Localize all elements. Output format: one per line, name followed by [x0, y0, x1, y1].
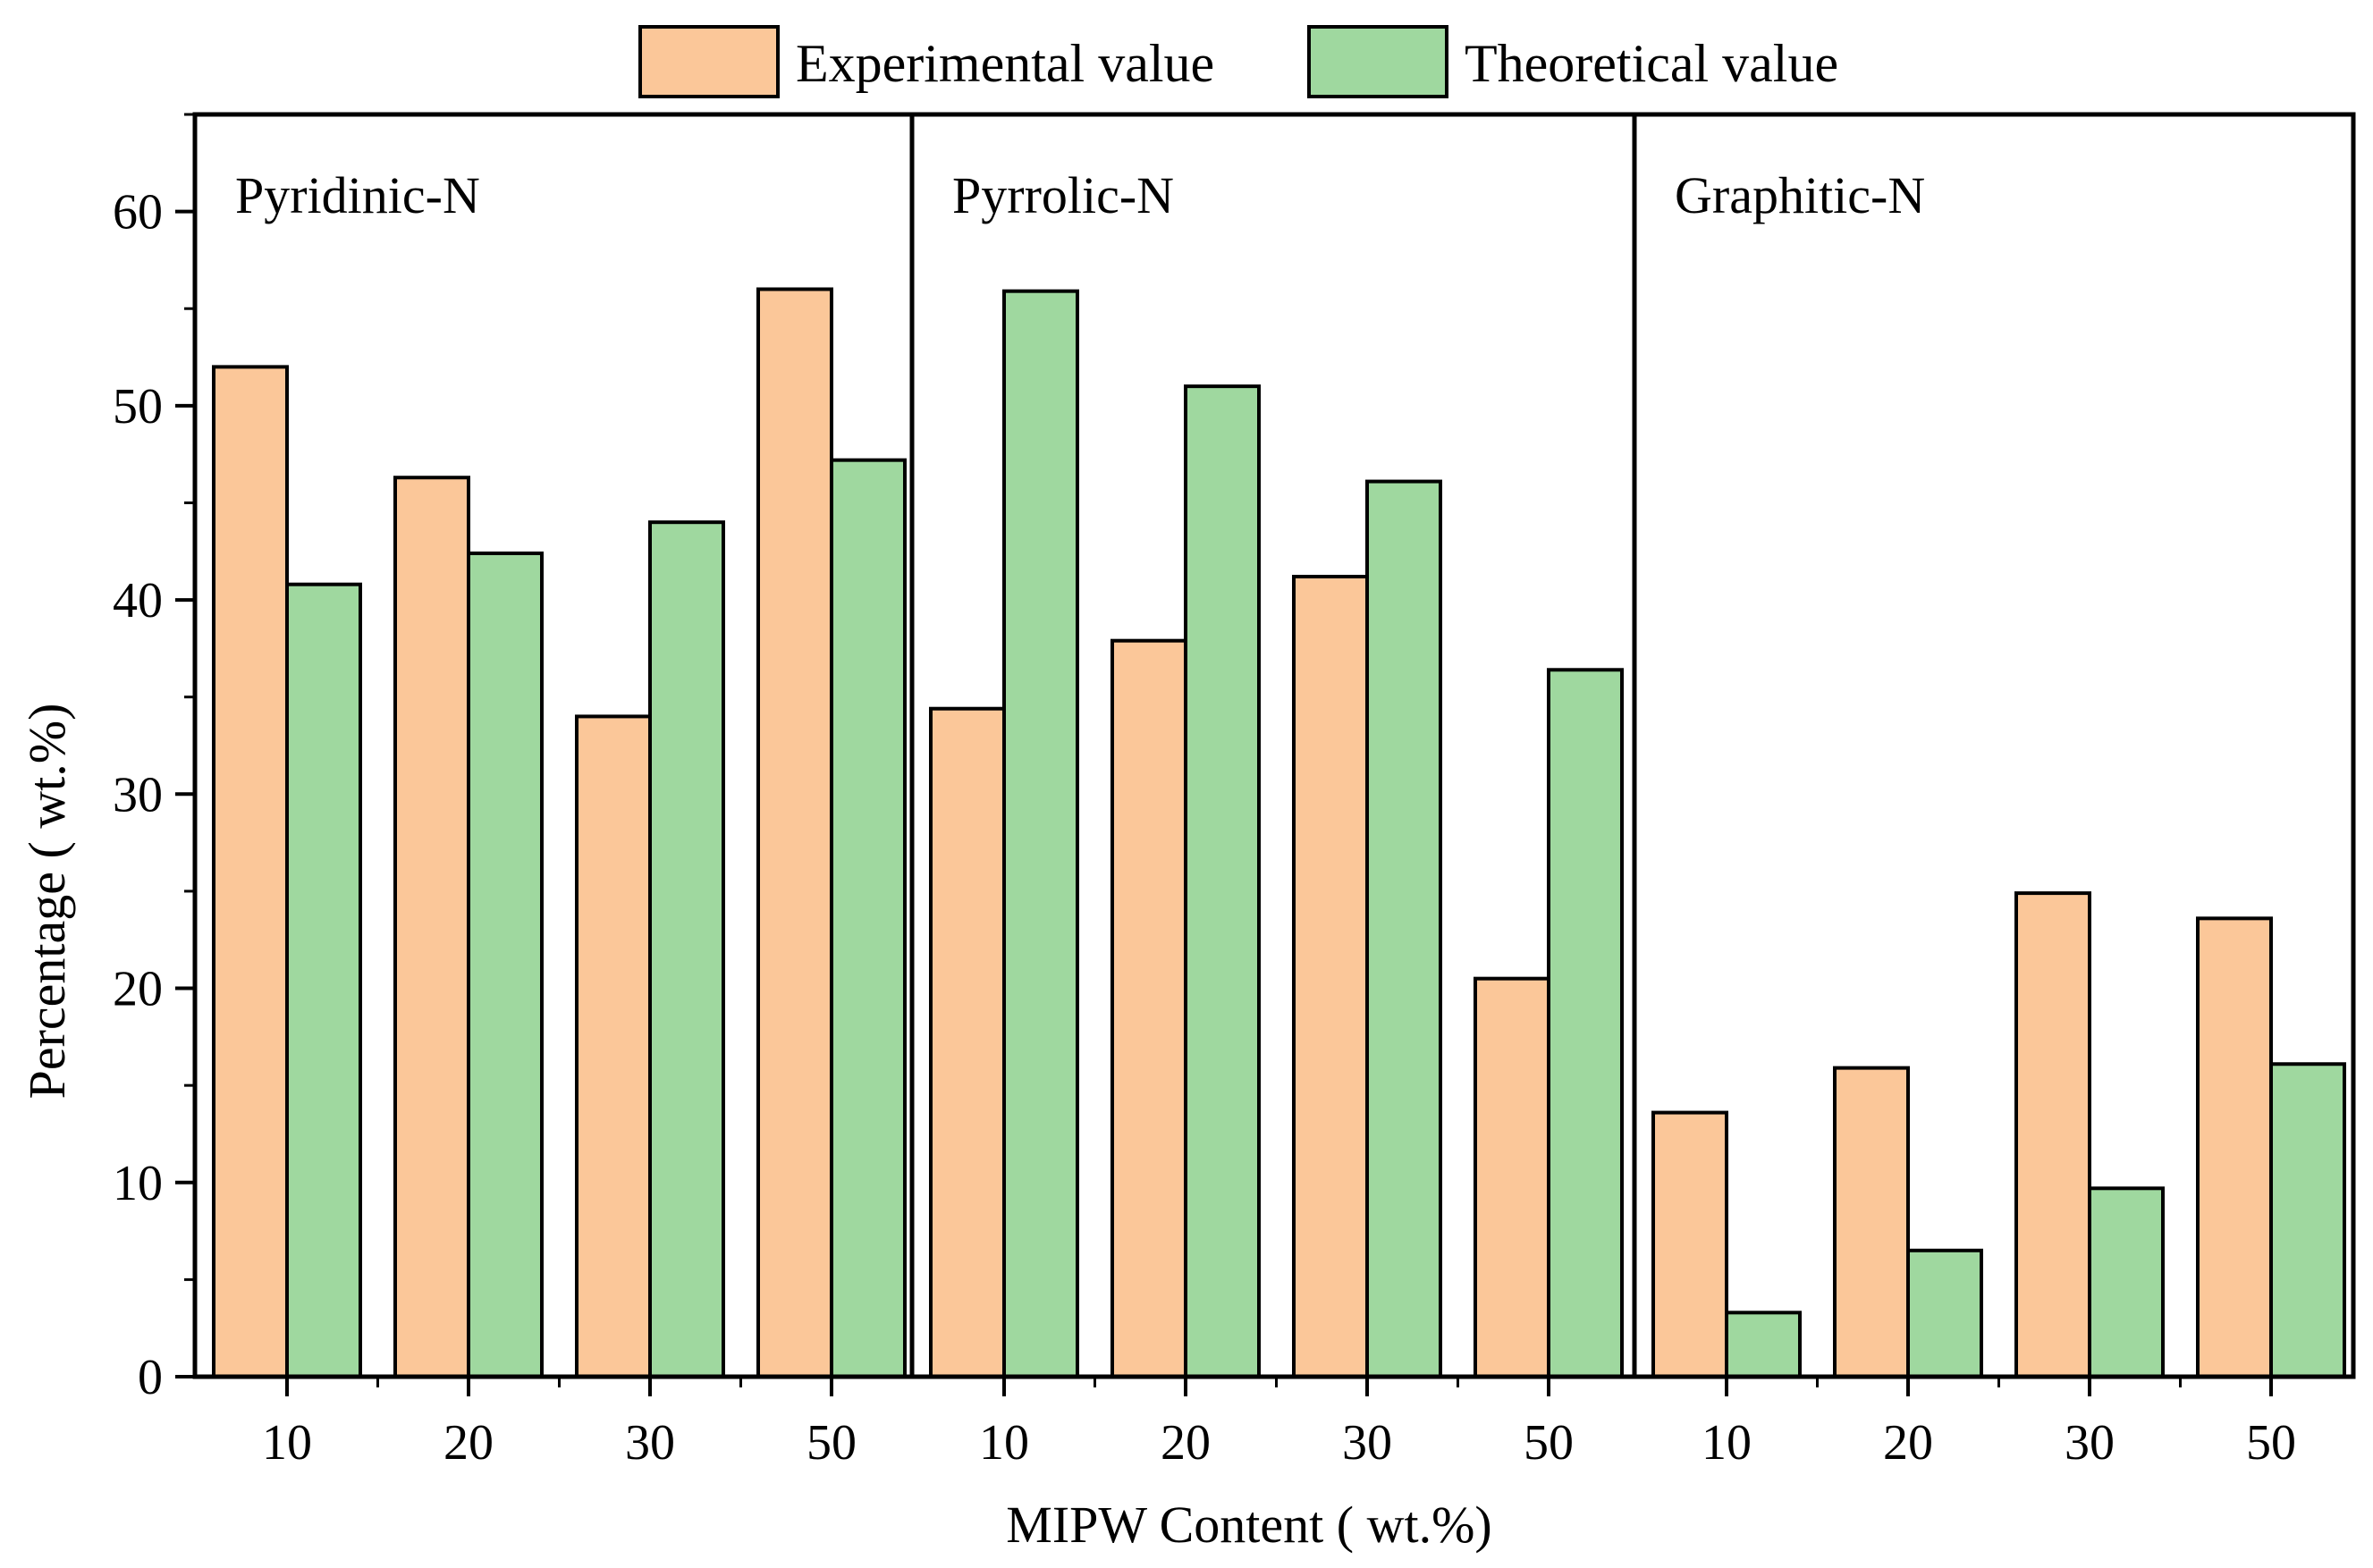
y-tick-label: 30: [113, 767, 163, 822]
legend-swatch-theoretical: [1307, 25, 1448, 98]
y-tick-label: 60: [113, 185, 163, 240]
legend-label-theoretical: Theoretical value: [1465, 34, 1838, 93]
y-axis: 0 10 20 30 40 50 60: [113, 113, 195, 1405]
x-tick-label: 30: [1342, 1415, 1392, 1471]
panel-label-graphitic-n: Graphitic-N: [1675, 166, 1925, 224]
bar-pyrrolic-n-experimental-30: [1292, 575, 1369, 1378]
legend: Experimental value Theoretical value: [638, 25, 1838, 98]
bar-graphitic-n-experimental-30: [2014, 891, 2091, 1378]
bar-graphitic-n-experimental-50: [2196, 916, 2273, 1378]
y-axis-title: Percentage ( wt.%): [18, 704, 76, 1100]
bar-pyridinic-n-experimental-50: [756, 287, 833, 1378]
x-tick-label: 10: [262, 1415, 312, 1471]
panel-label-pyrrolic-n: Pyrrolic-N: [952, 166, 1174, 224]
x-tick-label: 50: [1524, 1415, 1574, 1471]
bar-graphitic-n-theoretical-10: [1725, 1311, 1802, 1378]
x-tick-label: 30: [2065, 1415, 2115, 1471]
x-tick-label: 20: [1883, 1415, 1933, 1471]
y-tick-label: 10: [113, 1156, 163, 1211]
x-tick-label: 50: [2246, 1415, 2296, 1471]
bar-graphitic-n-theoretical-50: [2269, 1062, 2346, 1378]
panel-frames: Pyridinic-N Pyrrolic-N Graphitic-N: [192, 112, 2356, 1379]
x-tick-label: 10: [979, 1415, 1029, 1471]
bars: [212, 287, 2346, 1379]
x-axis-title: MIPW Content ( wt.%): [1006, 1496, 1491, 1554]
x-tick-label: 10: [1702, 1415, 1752, 1471]
bar-pyrrolic-n-theoretical-20: [1184, 384, 1261, 1379]
x-tick-label: 20: [443, 1415, 494, 1471]
bar-pyrrolic-n-theoretical-10: [1002, 289, 1079, 1378]
bar-pyrrolic-n-theoretical-30: [1365, 479, 1442, 1378]
bar-graphitic-n-experimental-20: [1833, 1066, 1910, 1378]
bar-graphitic-n-theoretical-30: [2088, 1186, 2165, 1378]
bar-pyridinic-n-theoretical-20: [467, 551, 544, 1378]
bar-pyridinic-n-theoretical-30: [648, 520, 725, 1378]
bar-graphitic-n-experimental-10: [1651, 1110, 1728, 1378]
x-axis: 10 20 30 50 10 20 30 50 10 20 30 50: [262, 1377, 2296, 1471]
bar-pyrrolic-n-theoretical-50: [1547, 668, 1624, 1378]
bar-pyridinic-n-experimental-30: [575, 714, 652, 1378]
x-tick-label: 20: [1161, 1415, 1211, 1471]
bar-pyridinic-n-theoretical-10: [285, 582, 362, 1378]
legend-swatch-experimental: [638, 25, 780, 98]
y-tick-label: 20: [113, 962, 163, 1017]
y-tick-label: 0: [138, 1350, 163, 1405]
bar-pyrrolic-n-experimental-50: [1474, 976, 1550, 1378]
bar-pyrrolic-n-experimental-20: [1110, 638, 1187, 1378]
legend-label-experimental: Experimental value: [796, 34, 1214, 93]
bar-pyridinic-n-theoretical-50: [830, 458, 907, 1378]
bar-pyridinic-n-experimental-20: [393, 476, 470, 1378]
x-tick-label: 50: [806, 1415, 857, 1471]
bar-pyrrolic-n-experimental-10: [929, 706, 1006, 1378]
panel-label-pyridinic-n: Pyridinic-N: [235, 166, 480, 224]
y-tick-label: 50: [113, 379, 163, 434]
bar-graphitic-n-theoretical-20: [1906, 1248, 1983, 1379]
x-tick-label: 30: [625, 1415, 675, 1471]
bar-pyridinic-n-experimental-10: [212, 365, 289, 1378]
panel-frame-graphitic-n: [1632, 112, 2356, 1379]
y-tick-label: 40: [113, 573, 163, 628]
